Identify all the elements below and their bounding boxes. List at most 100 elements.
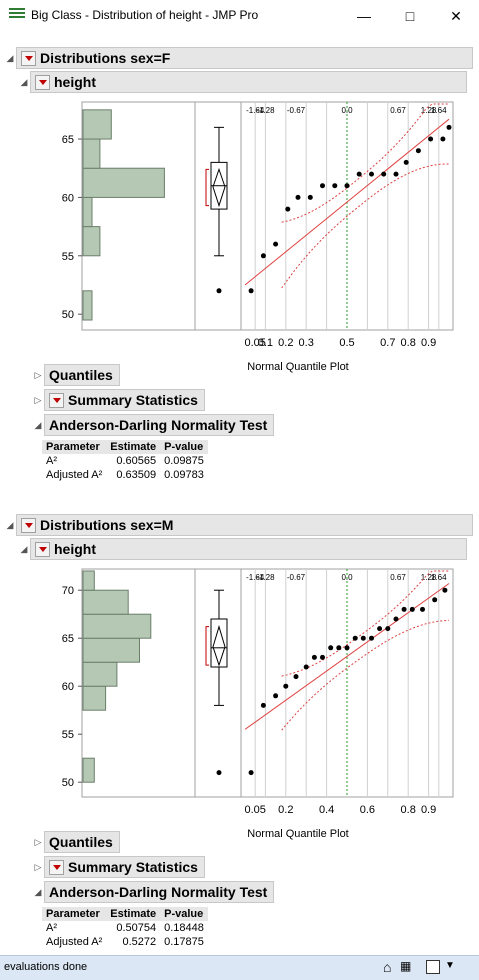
qq-point [432, 597, 438, 603]
qq-bottom-label: 0.8 [401, 804, 416, 816]
qq-point [273, 693, 279, 699]
section-heading-bar: Distributions sex=M [16, 514, 473, 536]
close-button[interactable]: ✕ [450, 7, 462, 24]
histogram-bar [82, 637, 140, 663]
box [210, 618, 228, 668]
table-cell: 0.50754 [116, 922, 157, 934]
qq-point [344, 183, 350, 189]
home-icon[interactable]: ⌂ [383, 959, 392, 975]
variable-heading-row: ◢ height [18, 71, 467, 93]
section-heading: Distributions sex=F [40, 50, 171, 66]
quantiles-heading-bar[interactable]: Quantiles [44, 364, 120, 386]
table-cell: 0.60565 [116, 455, 157, 467]
histogram-bar [82, 570, 95, 591]
quantiles-row[interactable]: ▷ Quantiles [32, 364, 120, 386]
qq-point [369, 171, 374, 177]
anderson-darling-heading-bar[interactable]: Anderson-Darling Normality Test [44, 414, 275, 436]
shortest-half-bracket [205, 626, 209, 666]
collapse-triangle-icon[interactable]: ◢ [20, 543, 28, 554]
histogram-bar [82, 167, 165, 198]
table-cell: 0.18448 [164, 922, 204, 934]
qq-top-label: 0.0 [341, 106, 353, 115]
quantiles-heading-bar[interactable]: Quantiles [44, 831, 120, 853]
y-tick-label: 60 [62, 681, 74, 693]
qq-confidence-band [281, 163, 450, 289]
red-triangle-menu-icon[interactable] [21, 50, 36, 66]
summary-statistics-heading: Summary Statistics [68, 392, 198, 408]
section-heading-bar: Distributions sex=F [16, 47, 473, 69]
variable-heading-row: ◢ height [18, 538, 467, 560]
histogram-frame [81, 101, 196, 331]
column-header: P-value [160, 907, 208, 921]
qq-top-label: 1.64 [431, 106, 447, 115]
collapse-triangle-icon[interactable]: ◢ [6, 52, 14, 63]
y-tick-label: 50 [62, 309, 74, 321]
title-bar: Big Class - Distribution of height - JMP… [0, 0, 479, 31]
collapse-triangle-icon[interactable]: ◢ [34, 886, 42, 897]
summary-statistics-row[interactable]: ▷ Summary Statistics [32, 856, 205, 878]
red-triangle-menu-icon[interactable] [35, 74, 50, 90]
qq-point [303, 664, 309, 670]
red-triangle-menu-icon[interactable] [49, 859, 64, 875]
qq-point [356, 171, 362, 177]
qq-point [409, 606, 415, 612]
collapse-triangle-icon[interactable]: ◢ [6, 519, 14, 530]
collapse-triangle-icon[interactable]: ◢ [20, 76, 28, 87]
qq-point [320, 183, 325, 189]
qq-bottom-label: 0.5 [339, 337, 354, 349]
qq-top-label: -1.28 [256, 573, 275, 582]
column-header: Parameter [42, 907, 107, 921]
table-row: A² 0.50754 0.18448 [42, 921, 208, 935]
qq-top-label: 1.28 [421, 573, 437, 582]
qq-point [273, 241, 279, 247]
qq-top-label: -0.67 [287, 106, 306, 115]
histogram-bar [82, 226, 101, 257]
red-triangle-menu-icon[interactable] [21, 517, 36, 533]
y-tick-label: 60 [62, 192, 74, 204]
qq-point [332, 183, 338, 189]
qq-point [415, 148, 421, 154]
qq-bottom-label: 0.8 [401, 337, 416, 349]
qq-point [307, 194, 313, 200]
expand-triangle-icon[interactable]: ▷ [34, 836, 42, 847]
qq-top-label: 0.67 [390, 573, 406, 582]
variable-heading-bar: height [30, 538, 467, 560]
red-triangle-menu-icon[interactable] [35, 541, 50, 557]
table-icon[interactable]: ▦ [400, 959, 412, 973]
dropdown-icon[interactable]: ▼ [445, 960, 455, 971]
quantiles-heading: Quantiles [49, 367, 113, 383]
mean-diamond [212, 167, 226, 208]
qq-bottom-label: 0.1 [258, 337, 273, 349]
histogram-bar [82, 661, 118, 687]
window-list-icon[interactable] [426, 960, 440, 974]
summary-statistics-heading-bar[interactable]: Summary Statistics [44, 856, 205, 878]
jmp-app-icon [9, 8, 25, 22]
qq-point [248, 770, 254, 776]
expand-triangle-icon[interactable]: ▷ [34, 394, 42, 405]
qq-confidence-band [281, 619, 450, 731]
qq-bottom-label: 0.4 [319, 804, 334, 816]
quantiles-row[interactable]: ▷ Quantiles [32, 831, 120, 853]
summary-statistics-row[interactable]: ▷ Summary Statistics [32, 389, 205, 411]
qq-point [377, 626, 383, 632]
expand-triangle-icon[interactable]: ▷ [34, 861, 42, 872]
maximize-button[interactable]: □ [405, 8, 415, 24]
table-row: Adjusted A² 0.5272 0.17875 [42, 935, 208, 949]
minimize-button[interactable]: — [357, 8, 371, 24]
anderson-darling-heading: Anderson-Darling Normality Test [49, 884, 268, 900]
anderson-darling-heading-bar[interactable]: Anderson-Darling Normality Test [44, 881, 275, 903]
qq-point [369, 635, 374, 641]
y-tick-label: 65 [62, 633, 74, 645]
table-row: Adjusted A² 0.63509 0.09783 [42, 468, 208, 482]
anderson-darling-row: ◢ Anderson-Darling Normality Test [32, 881, 275, 903]
qq-point [328, 645, 334, 651]
qq-confidence-band [281, 103, 449, 223]
expand-triangle-icon[interactable]: ▷ [34, 369, 42, 380]
collapse-triangle-icon[interactable]: ◢ [34, 419, 42, 430]
status-bar: evaluations done ⌂ ▦ ▼ [0, 955, 479, 980]
red-triangle-menu-icon[interactable] [49, 392, 64, 408]
qq-bottom-label: 0.6 [360, 804, 375, 816]
qq-bottom-label: 0.05 [244, 337, 265, 349]
summary-statistics-heading-bar[interactable]: Summary Statistics [44, 389, 205, 411]
variable-heading: height [54, 541, 96, 557]
